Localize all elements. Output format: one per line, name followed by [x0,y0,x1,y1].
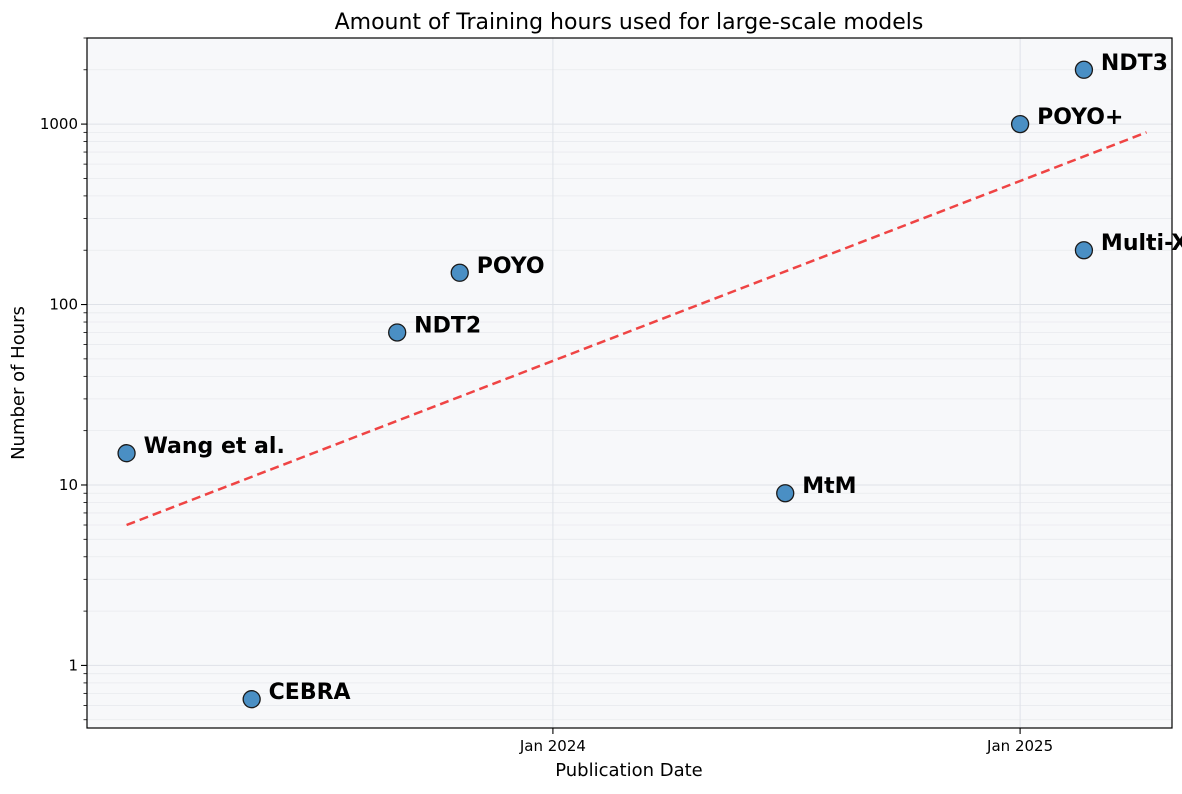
data-point-label: MtM [802,474,856,499]
data-point [1074,241,1094,260]
data-point [117,444,136,463]
data-point-label: CEBRA [269,680,351,705]
x-axis-label: Publication Date [555,760,703,781]
y-tick-label: 1000 [40,115,78,133]
data-point-label: NDT3 [1101,51,1168,76]
data-point-label: POYO [477,254,545,279]
data-point-label: NDT2 [414,313,481,338]
y-tick-label: 100 [49,296,78,314]
x-tick-label: Jan 2024 [519,737,586,755]
data-points: Wang et al. CEBRA NDT2 POYO MtM POYO+ NDT3 Mult… [117,51,1182,709]
data-point-label: Multi-X DDM [1101,231,1182,256]
x-tick-label: Jan 2025 [986,737,1053,755]
data-point [1010,114,1030,134]
chart-title: Amount of Training hours used for large-… [335,10,924,35]
plot-background [87,38,1172,728]
trend-line [126,131,1147,527]
plot-frame [86,37,1173,729]
data-point [450,263,469,282]
axis-ticks: 1 10 100 1000 Jan 2024 Jan 2025 [40,37,1053,755]
data-point-label: Wang et al. [144,434,285,459]
y-tick-label: 1 [68,656,78,674]
data-point [388,323,407,342]
data-point [776,484,795,503]
data-point [242,690,261,709]
trend-line-group [126,131,1147,527]
data-point [1074,60,1094,79]
y-axis-label: Number of Hours [8,306,29,460]
data-point-label: POYO+ [1037,105,1123,130]
y-tick-label: 10 [59,476,78,494]
